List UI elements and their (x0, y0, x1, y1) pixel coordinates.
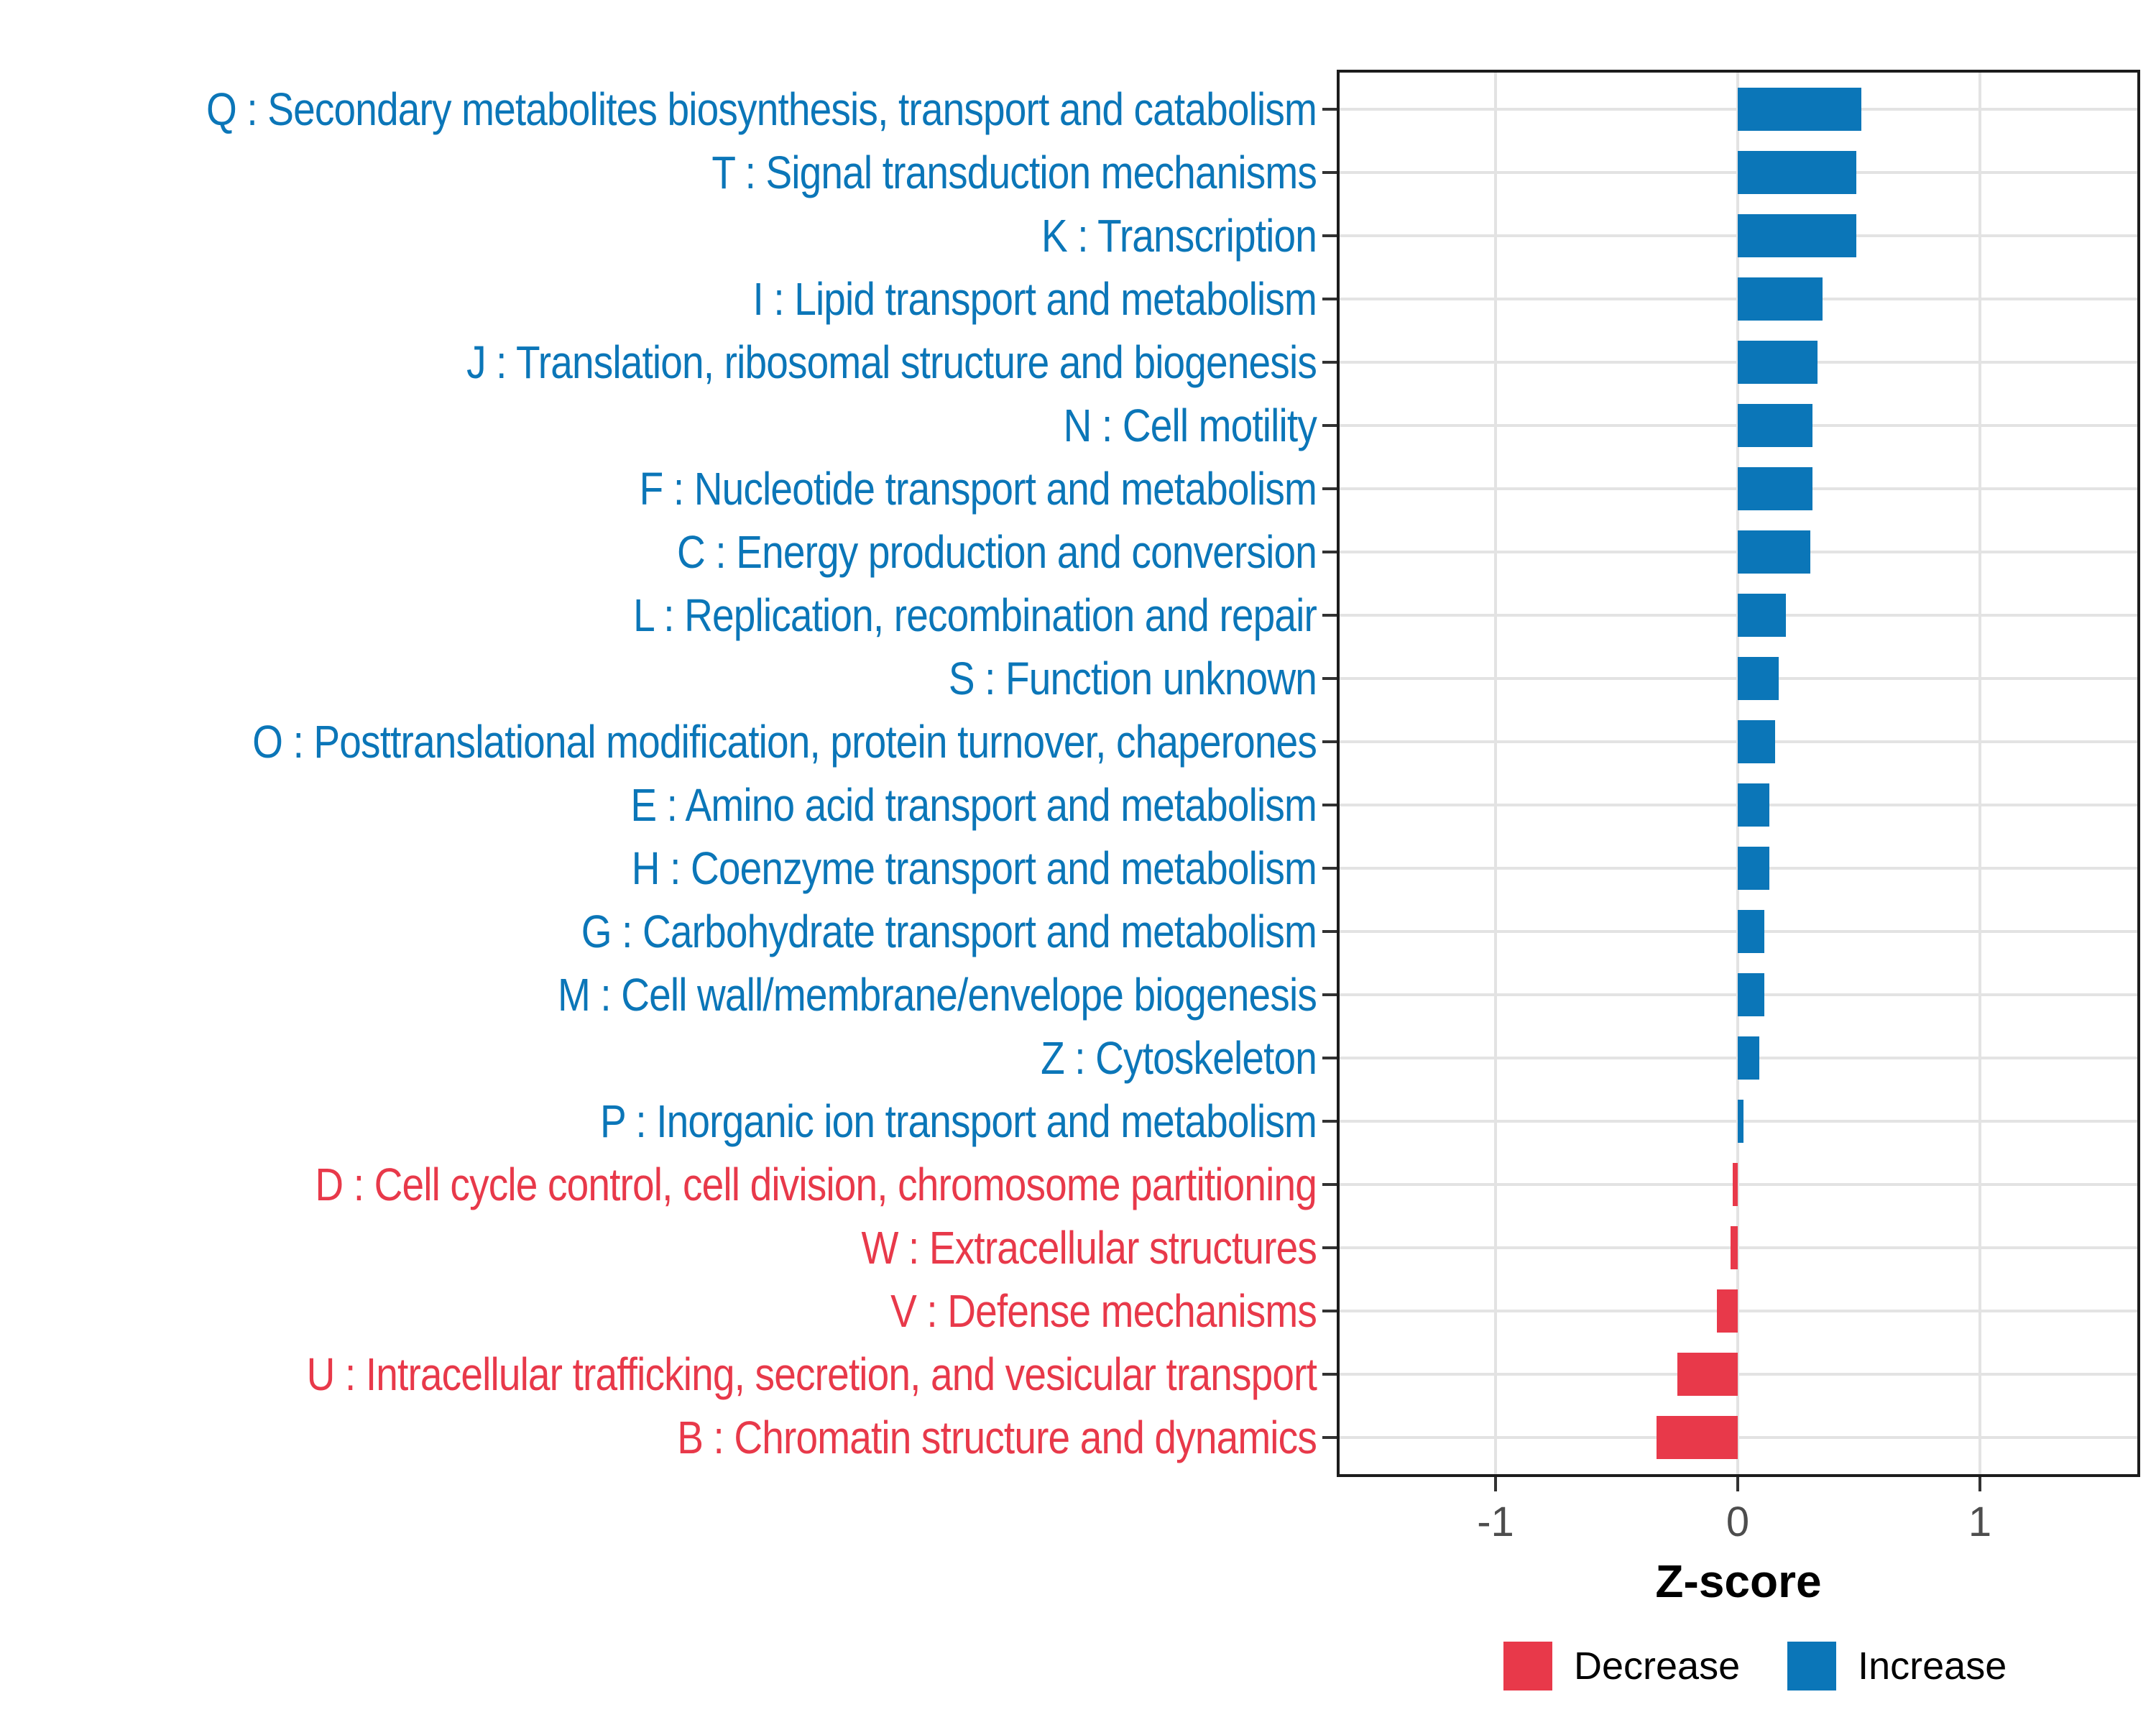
category-label-P: P : Inorganic ion transport and metaboli… (600, 1095, 1317, 1148)
legend-label-increase: Increase (1858, 1644, 2007, 1688)
category-label-F: F : Nucleotide transport and metabolism (639, 462, 1317, 515)
x-tick-label-1: 1 (1968, 1499, 1992, 1545)
bar-H (1738, 847, 1769, 891)
horizontal-gridline (1338, 1183, 2139, 1187)
bar-E (1738, 783, 1769, 827)
vertical-gridline-1 (1978, 71, 1981, 1476)
bar-U (1677, 1353, 1738, 1397)
category-label-D: D : Cell cycle control, cell division, c… (315, 1159, 1317, 1211)
y-tick-mark-Z (1322, 1057, 1337, 1060)
decrease-swatch-icon (1503, 1642, 1552, 1690)
y-tick-mark-J (1322, 360, 1337, 364)
bar-J (1738, 340, 1818, 384)
category-label-M: M : Cell wall/membrane/envelope biogenes… (557, 969, 1317, 1021)
y-tick-mark-N (1322, 423, 1337, 427)
legend-item-increase: Increase (1787, 1642, 2007, 1690)
legend-item-decrease: Decrease (1503, 1642, 1740, 1690)
y-tick-mark-G (1322, 930, 1337, 934)
x-tick-mark--1 (1494, 1477, 1497, 1491)
y-tick-mark-U (1322, 1373, 1337, 1376)
horizontal-gridline (1338, 1310, 2139, 1313)
category-label-H: H : Coenzyme transport and metabolism (631, 842, 1317, 895)
category-label-N: N : Cell motility (1063, 399, 1317, 451)
category-label-V: V : Defense mechanisms (890, 1285, 1317, 1338)
plot-panel (1338, 71, 2139, 1476)
legend: Decrease Increase (1503, 1641, 2007, 1691)
increase-swatch-icon (1787, 1642, 1837, 1690)
y-tick-mark-D (1322, 1183, 1337, 1187)
x-tick-label-neg1: -1 (1477, 1499, 1514, 1545)
category-label-I: I : Lipid transport and metabolism (752, 272, 1317, 325)
y-tick-mark-W (1322, 1246, 1337, 1250)
y-tick-mark-V (1322, 1310, 1337, 1313)
y-tick-mark-P (1322, 1120, 1337, 1123)
y-tick-mark-H (1322, 867, 1337, 870)
x-tick-mark-0 (1736, 1477, 1739, 1491)
bar-S (1738, 656, 1779, 700)
y-tick-mark-I (1322, 297, 1337, 300)
category-label-Z: Z : Cytoskeleton (1041, 1032, 1317, 1085)
horizontal-gridline (1338, 1373, 2139, 1376)
y-tick-mark-S (1322, 676, 1337, 680)
bar-W (1730, 1226, 1738, 1270)
y-tick-mark-K (1322, 234, 1337, 237)
bar-N (1738, 403, 1813, 447)
category-label-W: W : Extracellular structures (861, 1222, 1317, 1274)
category-label-T: T : Signal transduction mechanisms (711, 146, 1317, 198)
bar-P (1738, 1100, 1744, 1144)
bar-D (1733, 1163, 1738, 1207)
category-label-U: U : Intracellular trafficking, secretion… (306, 1348, 1317, 1401)
category-label-S: S : Function unknown (948, 652, 1317, 704)
y-tick-mark-L (1322, 613, 1337, 617)
y-tick-mark-E (1322, 804, 1337, 806)
y-tick-mark-O (1322, 740, 1337, 743)
vertical-gridline--1 (1494, 71, 1497, 1476)
horizontal-gridline (1338, 1436, 2139, 1440)
bar-Q (1738, 87, 1861, 131)
y-tick-mark-C (1322, 550, 1337, 553)
vertical-gridline-0 (1736, 71, 1739, 1476)
category-label-E: E : Amino acid transport and metabolism (630, 779, 1317, 831)
y-tick-mark-M (1322, 993, 1337, 997)
bar-L (1738, 593, 1787, 637)
category-label-G: G : Carbohydrate transport and metabolis… (581, 906, 1317, 958)
x-tick-label-0: 0 (1726, 1499, 1750, 1545)
bar-Z (1738, 1036, 1760, 1080)
bar-G (1738, 910, 1765, 954)
category-label-O: O : Posttranslational modification, prot… (252, 715, 1317, 768)
bar-V (1717, 1289, 1738, 1333)
horizontal-gridline (1338, 1246, 2139, 1250)
bar-T (1738, 150, 1857, 194)
bar-I (1738, 277, 1823, 321)
category-label-C: C : Energy production and conversion (677, 525, 1317, 578)
y-tick-mark-T (1322, 170, 1337, 174)
category-label-Q: Q : Secondary metabolites biosynthesis, … (206, 83, 1317, 135)
x-tick-mark-1 (1978, 1477, 1981, 1491)
bar-F (1738, 466, 1813, 510)
category-label-L: L : Replication, recombination and repai… (633, 589, 1317, 641)
y-tick-mark-Q (1322, 107, 1337, 111)
bar-O (1738, 719, 1776, 763)
category-label-J: J : Translation, ribosomal structure and… (466, 336, 1317, 388)
bar-M (1738, 973, 1765, 1017)
legend-label-decrease: Decrease (1574, 1644, 1741, 1688)
y-tick-mark-F (1322, 487, 1337, 490)
bar-C (1738, 530, 1811, 574)
bar-K (1738, 213, 1857, 257)
bar-B (1657, 1416, 1738, 1460)
category-label-B: B : Chromatin structure and dynamics (677, 1412, 1317, 1464)
y-tick-mark-B (1322, 1436, 1337, 1440)
category-label-K: K : Transcription (1041, 209, 1317, 262)
x-axis-title: Z-score (1655, 1555, 1822, 1607)
